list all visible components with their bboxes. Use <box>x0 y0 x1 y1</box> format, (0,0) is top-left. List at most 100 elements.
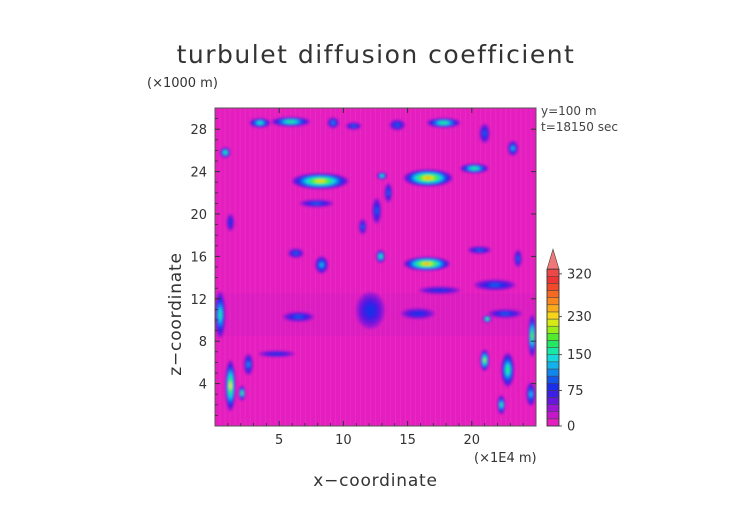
contour-region <box>358 219 367 235</box>
contour-region <box>384 183 393 203</box>
contour-region <box>283 312 314 322</box>
contour-level <box>375 207 379 215</box>
contour-region <box>288 248 304 258</box>
contour-level <box>287 120 294 123</box>
contour-level <box>351 124 356 128</box>
contour-region <box>271 117 311 127</box>
contour-region <box>514 250 522 267</box>
contour-region <box>526 382 536 406</box>
y-tick-label: 24 <box>190 166 207 181</box>
y-tick-label: 12 <box>190 293 207 308</box>
contour-level <box>294 315 303 319</box>
contour-region <box>376 250 386 263</box>
annotation-y-level: y=100 m <box>541 104 597 118</box>
contour-region <box>389 119 406 131</box>
contour-level <box>311 202 322 205</box>
contour-region <box>507 140 519 156</box>
contour-level <box>246 361 250 368</box>
chart-title: turbulet diffusion coefficient <box>176 40 576 69</box>
colorbar-swatch <box>546 311 560 320</box>
contour-region <box>372 198 382 224</box>
contour-level <box>320 263 324 267</box>
colorbar-swatch <box>546 347 560 355</box>
contour-level <box>516 256 520 261</box>
contour-region <box>292 173 349 190</box>
plot-axes: 5 10 15 20 4 8 12 16 20 24 28 <box>190 107 537 448</box>
contour-level <box>270 352 283 356</box>
contour-level <box>412 311 424 316</box>
colorbar-tick-label: 230 <box>567 310 592 325</box>
contour-level <box>499 403 503 407</box>
colorbar-tick-label: 150 <box>567 348 592 363</box>
contour-level <box>472 167 477 170</box>
contour-region <box>327 117 339 129</box>
contour-region <box>376 172 388 180</box>
contour-region <box>482 315 492 323</box>
contour-level <box>386 190 390 196</box>
colorbar-tick-label: 75 <box>567 384 584 399</box>
y-axis-unit: (×1000 m) <box>147 76 218 91</box>
colorbar-swatch <box>546 390 560 398</box>
contour-region <box>403 256 450 271</box>
contour-region <box>215 291 226 339</box>
contour-level <box>485 317 489 321</box>
contour-level <box>228 219 232 226</box>
y-tick-label: 20 <box>190 208 207 223</box>
contour-region <box>243 353 253 376</box>
colorbar-swatch <box>546 382 560 391</box>
colorbar-swatch <box>546 318 560 327</box>
contour-level <box>425 176 431 180</box>
x-tick-label: 5 <box>275 433 283 448</box>
contour-region <box>249 118 271 128</box>
contour-region <box>488 309 522 318</box>
colorbar: 0 75 150 230 320 <box>546 248 592 435</box>
y-tick-label: 16 <box>190 250 207 265</box>
contour-region <box>419 286 461 295</box>
contour-region <box>467 246 492 254</box>
contour-level <box>223 151 227 154</box>
colorbar-swatch <box>546 283 560 291</box>
colorbar-swatch <box>546 340 560 348</box>
contour-level <box>365 304 376 317</box>
contour-level <box>218 310 222 319</box>
colorbar-swatch <box>546 404 560 412</box>
contour-region <box>225 360 236 412</box>
contour-level <box>424 262 430 266</box>
contour-level <box>530 332 534 339</box>
contour-region <box>479 123 490 143</box>
contour-level <box>395 123 400 127</box>
contour-region <box>501 352 515 387</box>
y-tick-label: 28 <box>190 123 207 138</box>
contour-region <box>480 349 490 371</box>
colorbar-swatch <box>546 418 560 427</box>
contour-level <box>489 283 501 287</box>
colorbar-swatch <box>546 290 560 298</box>
contour-region <box>401 308 435 319</box>
contour-region <box>220 147 231 158</box>
contour-level <box>511 146 515 150</box>
contour-region <box>460 163 489 174</box>
colorbar-swatch <box>546 276 560 284</box>
contour-level <box>500 312 510 315</box>
contour-region <box>226 214 235 231</box>
contour-level <box>240 391 244 395</box>
contour-level <box>441 121 447 125</box>
x-tick-label: 15 <box>399 433 416 448</box>
colorbar-swatch <box>546 375 560 384</box>
colorbar-swatch <box>546 297 560 306</box>
contour-region <box>426 118 461 128</box>
contour-level <box>228 382 232 389</box>
contour-region <box>345 122 362 130</box>
colorbar-extend-arrow <box>546 248 560 270</box>
contour-region <box>315 256 328 274</box>
contour-level <box>361 224 365 229</box>
contour-level <box>476 248 483 252</box>
x-tick-label: 20 <box>464 433 481 448</box>
contour-level <box>529 391 533 397</box>
x-axis-unit: (×1E4 m) <box>474 451 537 466</box>
colorbar-swatch <box>546 368 560 377</box>
colorbar-swatch <box>546 325 560 334</box>
contour-region <box>474 279 516 291</box>
contour-level <box>331 121 335 125</box>
contour-region <box>356 292 385 329</box>
